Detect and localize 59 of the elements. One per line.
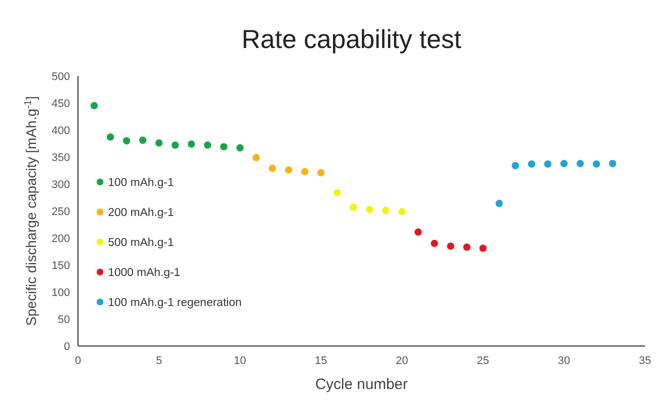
- point: [608, 160, 616, 168]
- point: [576, 160, 584, 168]
- y-tick-label: 0: [64, 340, 70, 353]
- point: [446, 242, 454, 250]
- x-tick-label: 25: [476, 355, 490, 367]
- x-tick-label: 5: [156, 355, 162, 367]
- point: [139, 136, 146, 144]
- point: [90, 102, 98, 110]
- y-tick-label: 250: [52, 206, 70, 218]
- point: [560, 160, 568, 168]
- legend-label: 200 mAh.g-1: [108, 207, 174, 220]
- point: [220, 143, 228, 150]
- x-tick-label: 30: [558, 355, 570, 367]
- point: [334, 188, 341, 196]
- point: [172, 141, 179, 149]
- point: [236, 144, 244, 152]
- point: [479, 244, 487, 252]
- point: [430, 240, 438, 248]
- point: [398, 208, 406, 216]
- point: [284, 166, 292, 174]
- point: [188, 140, 196, 148]
- point: [544, 160, 552, 168]
- point: [528, 160, 536, 168]
- y-tick-label: 300: [52, 178, 70, 191]
- point: [592, 160, 600, 168]
- y-tick-label: 150: [52, 260, 70, 272]
- legend-label: 100 mAh.g-1 regeneration: [108, 297, 242, 310]
- x-tick-label: 35: [638, 355, 652, 367]
- x-tick-label: 20: [396, 355, 408, 367]
- x-axis-title: Cycle number: [315, 376, 408, 393]
- legend-label: 500 mAh.g-1: [108, 237, 174, 250]
- legend-label: 1000 mAh.g-1: [108, 267, 180, 280]
- point: [317, 169, 325, 176]
- point: [155, 139, 163, 147]
- y-tick-label: 400: [52, 124, 70, 137]
- point: [463, 244, 470, 251]
- x-tick-label: 0: [74, 355, 82, 367]
- point: [382, 206, 390, 214]
- y-tick-label: 200: [52, 232, 70, 245]
- point: [512, 162, 520, 170]
- point: [106, 133, 114, 141]
- x-tick-label: 10: [234, 355, 246, 367]
- point: [350, 204, 358, 211]
- y-tick-label: 450: [52, 98, 70, 110]
- point: [204, 141, 212, 149]
- point: [366, 206, 374, 214]
- point: [301, 168, 308, 176]
- legend-label: 100 mAh.g-1: [108, 177, 174, 190]
- point: [414, 228, 422, 236]
- x-tick-label: 15: [314, 355, 328, 367]
- point: [122, 137, 130, 144]
- y-tick-label: 500: [52, 70, 70, 83]
- chart-title: Rate capability test: [242, 24, 462, 54]
- point: [268, 164, 276, 172]
- point: [252, 154, 260, 162]
- point: [496, 200, 503, 208]
- y-tick-label: 50: [58, 314, 70, 326]
- y-tick-label: 350: [52, 152, 70, 164]
- y-tick-label: 100: [52, 286, 70, 299]
